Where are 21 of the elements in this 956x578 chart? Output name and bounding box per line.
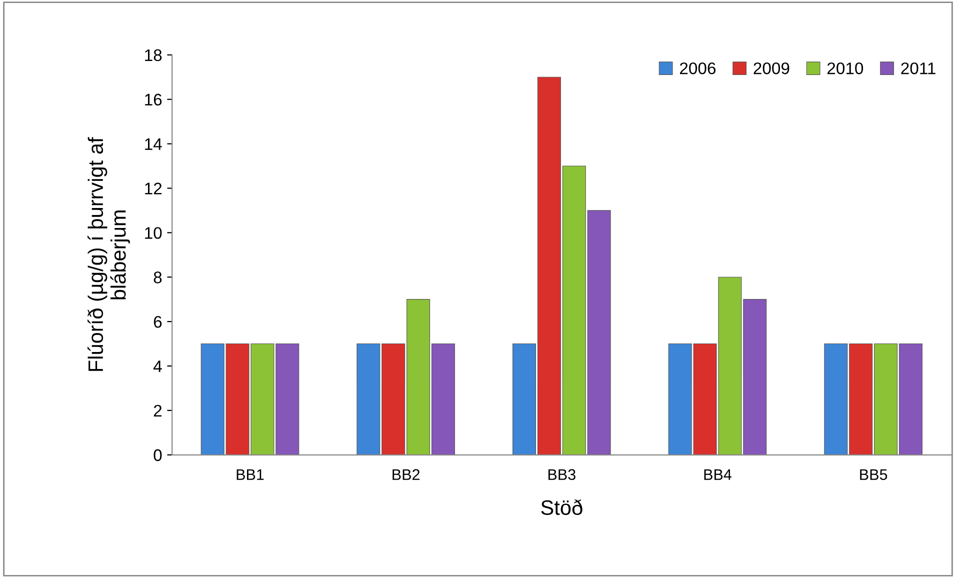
y-tick-label: 4 <box>153 360 162 372</box>
y-tick-label: 18 <box>145 49 162 62</box>
x-tick-label: BB1 <box>236 469 264 480</box>
y-tick-label: 8 <box>154 272 162 284</box>
y-tick-label: 2 <box>154 404 162 416</box>
x-tick-label: BB3 <box>548 469 576 480</box>
y-axis-title: Flúoríð (µg/g) í þurrvigt af bláberjum <box>87 137 130 371</box>
y-tick-label: 12 <box>145 182 162 194</box>
x-tick-label: BB2 <box>392 469 420 480</box>
y-tick-label: 0 <box>154 449 162 462</box>
y-tick-label: 14 <box>145 138 162 150</box>
legend-label: 2011 <box>901 62 936 74</box>
legend-label: 2006 <box>680 62 716 74</box>
y-tick-label: 16 <box>145 94 162 106</box>
y-tick-label: 10 <box>145 227 162 239</box>
x-tick-label: BB4 <box>704 469 732 480</box>
legend-label: 2010 <box>827 62 864 74</box>
legend-label: 2009 <box>754 62 790 74</box>
x-tick-label: BB5 <box>860 469 888 480</box>
x-axis-title: Stöð <box>541 499 582 515</box>
y-tick-label: 6 <box>154 316 162 328</box>
